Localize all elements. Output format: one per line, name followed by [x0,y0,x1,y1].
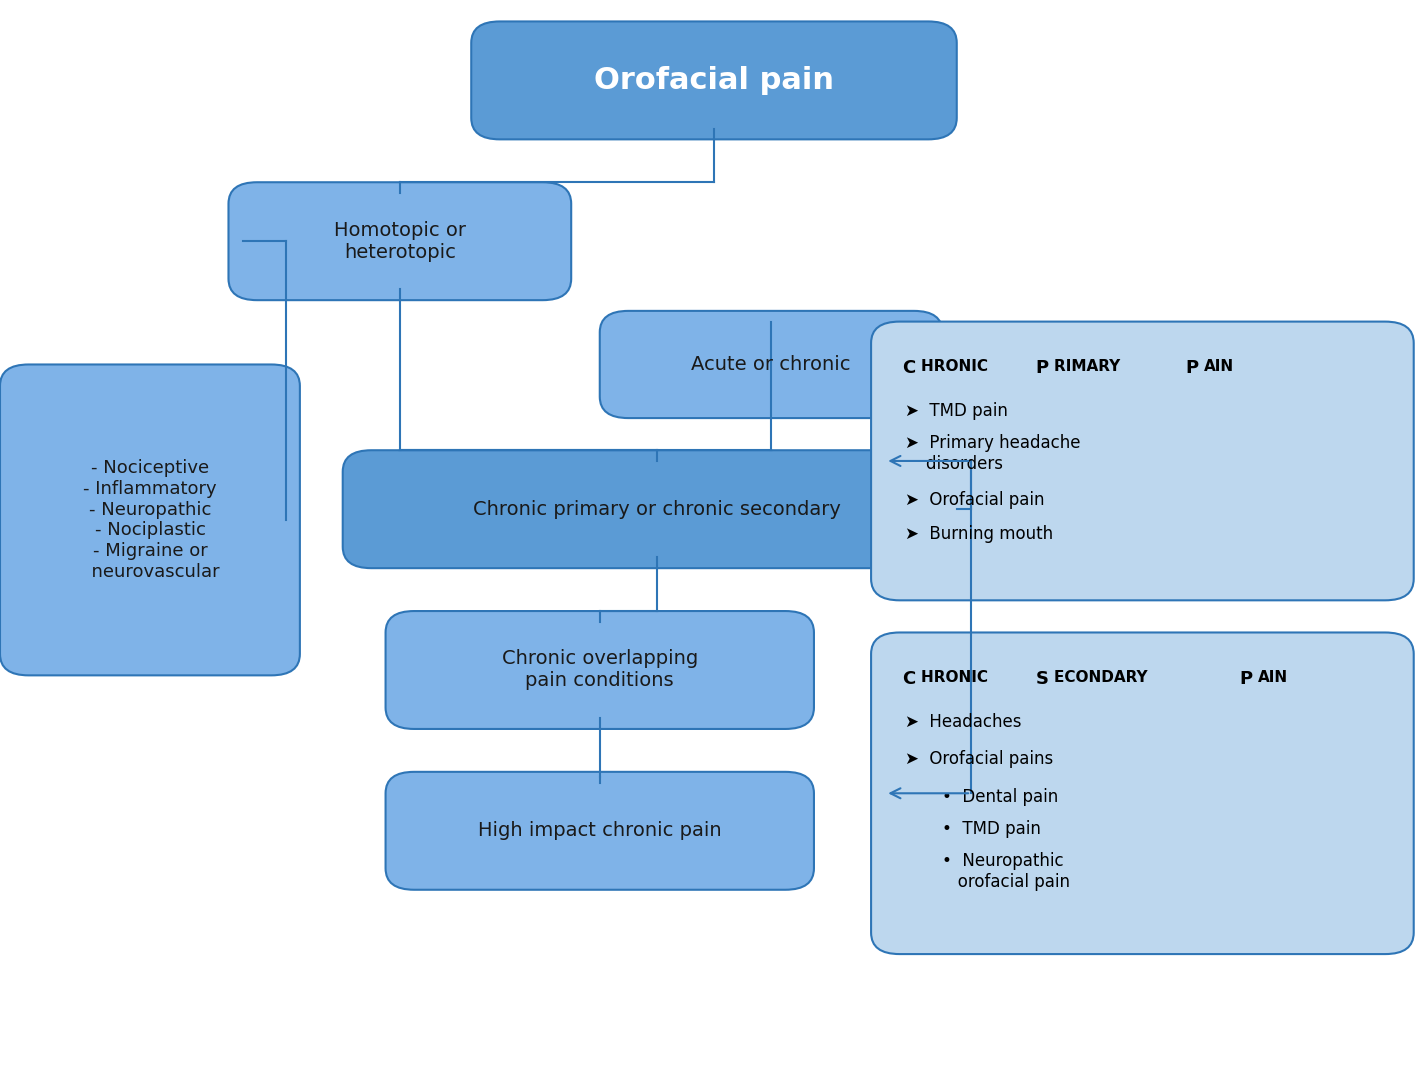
Text: P: P [1185,359,1198,377]
Text: ➤  Burning mouth: ➤ Burning mouth [905,525,1054,544]
Text: S: S [1035,670,1048,688]
Text: Homotopic or
heterotopic: Homotopic or heterotopic [334,221,466,262]
Text: - Nociceptive
- Inflammatory
- Neuropathic
- Nociplastic
- Migraine or
  neurova: - Nociceptive - Inflammatory - Neuropath… [80,459,220,581]
FancyBboxPatch shape [228,182,571,300]
Text: Chronic primary or chronic secondary: Chronic primary or chronic secondary [473,500,841,519]
Text: ➤  Orofacial pain: ➤ Orofacial pain [905,491,1045,509]
FancyBboxPatch shape [471,21,957,139]
Text: •  Dental pain: • Dental pain [942,788,1058,806]
FancyBboxPatch shape [386,611,814,729]
Text: ➤  Headaches: ➤ Headaches [905,713,1022,731]
Text: RIMARY: RIMARY [1054,359,1125,374]
Text: C: C [902,359,915,377]
FancyBboxPatch shape [600,311,942,418]
Text: Orofacial pain: Orofacial pain [594,65,834,95]
Text: ➤  Primary headache
    disorders: ➤ Primary headache disorders [905,434,1081,473]
Text: AIN: AIN [1204,359,1234,374]
Text: HRONIC: HRONIC [921,359,994,374]
Text: High impact chronic pain: High impact chronic pain [478,821,721,840]
Text: Acute or chronic: Acute or chronic [691,355,851,374]
Text: ➤  TMD pain: ➤ TMD pain [905,402,1008,420]
Text: HRONIC: HRONIC [921,670,994,685]
Text: P: P [1035,359,1048,377]
FancyBboxPatch shape [871,322,1414,600]
Text: •  Neuropathic
   orofacial pain: • Neuropathic orofacial pain [942,852,1071,891]
Text: C: C [902,670,915,688]
Text: AIN: AIN [1258,670,1288,685]
Text: Chronic overlapping
pain conditions: Chronic overlapping pain conditions [501,650,698,690]
Text: P: P [1240,670,1252,688]
Text: ECONDARY: ECONDARY [1054,670,1152,685]
FancyBboxPatch shape [0,364,300,675]
Text: •  TMD pain: • TMD pain [942,820,1041,838]
FancyBboxPatch shape [386,772,814,890]
FancyBboxPatch shape [343,450,971,568]
FancyBboxPatch shape [871,632,1414,954]
Text: ➤  Orofacial pains: ➤ Orofacial pains [905,750,1054,769]
